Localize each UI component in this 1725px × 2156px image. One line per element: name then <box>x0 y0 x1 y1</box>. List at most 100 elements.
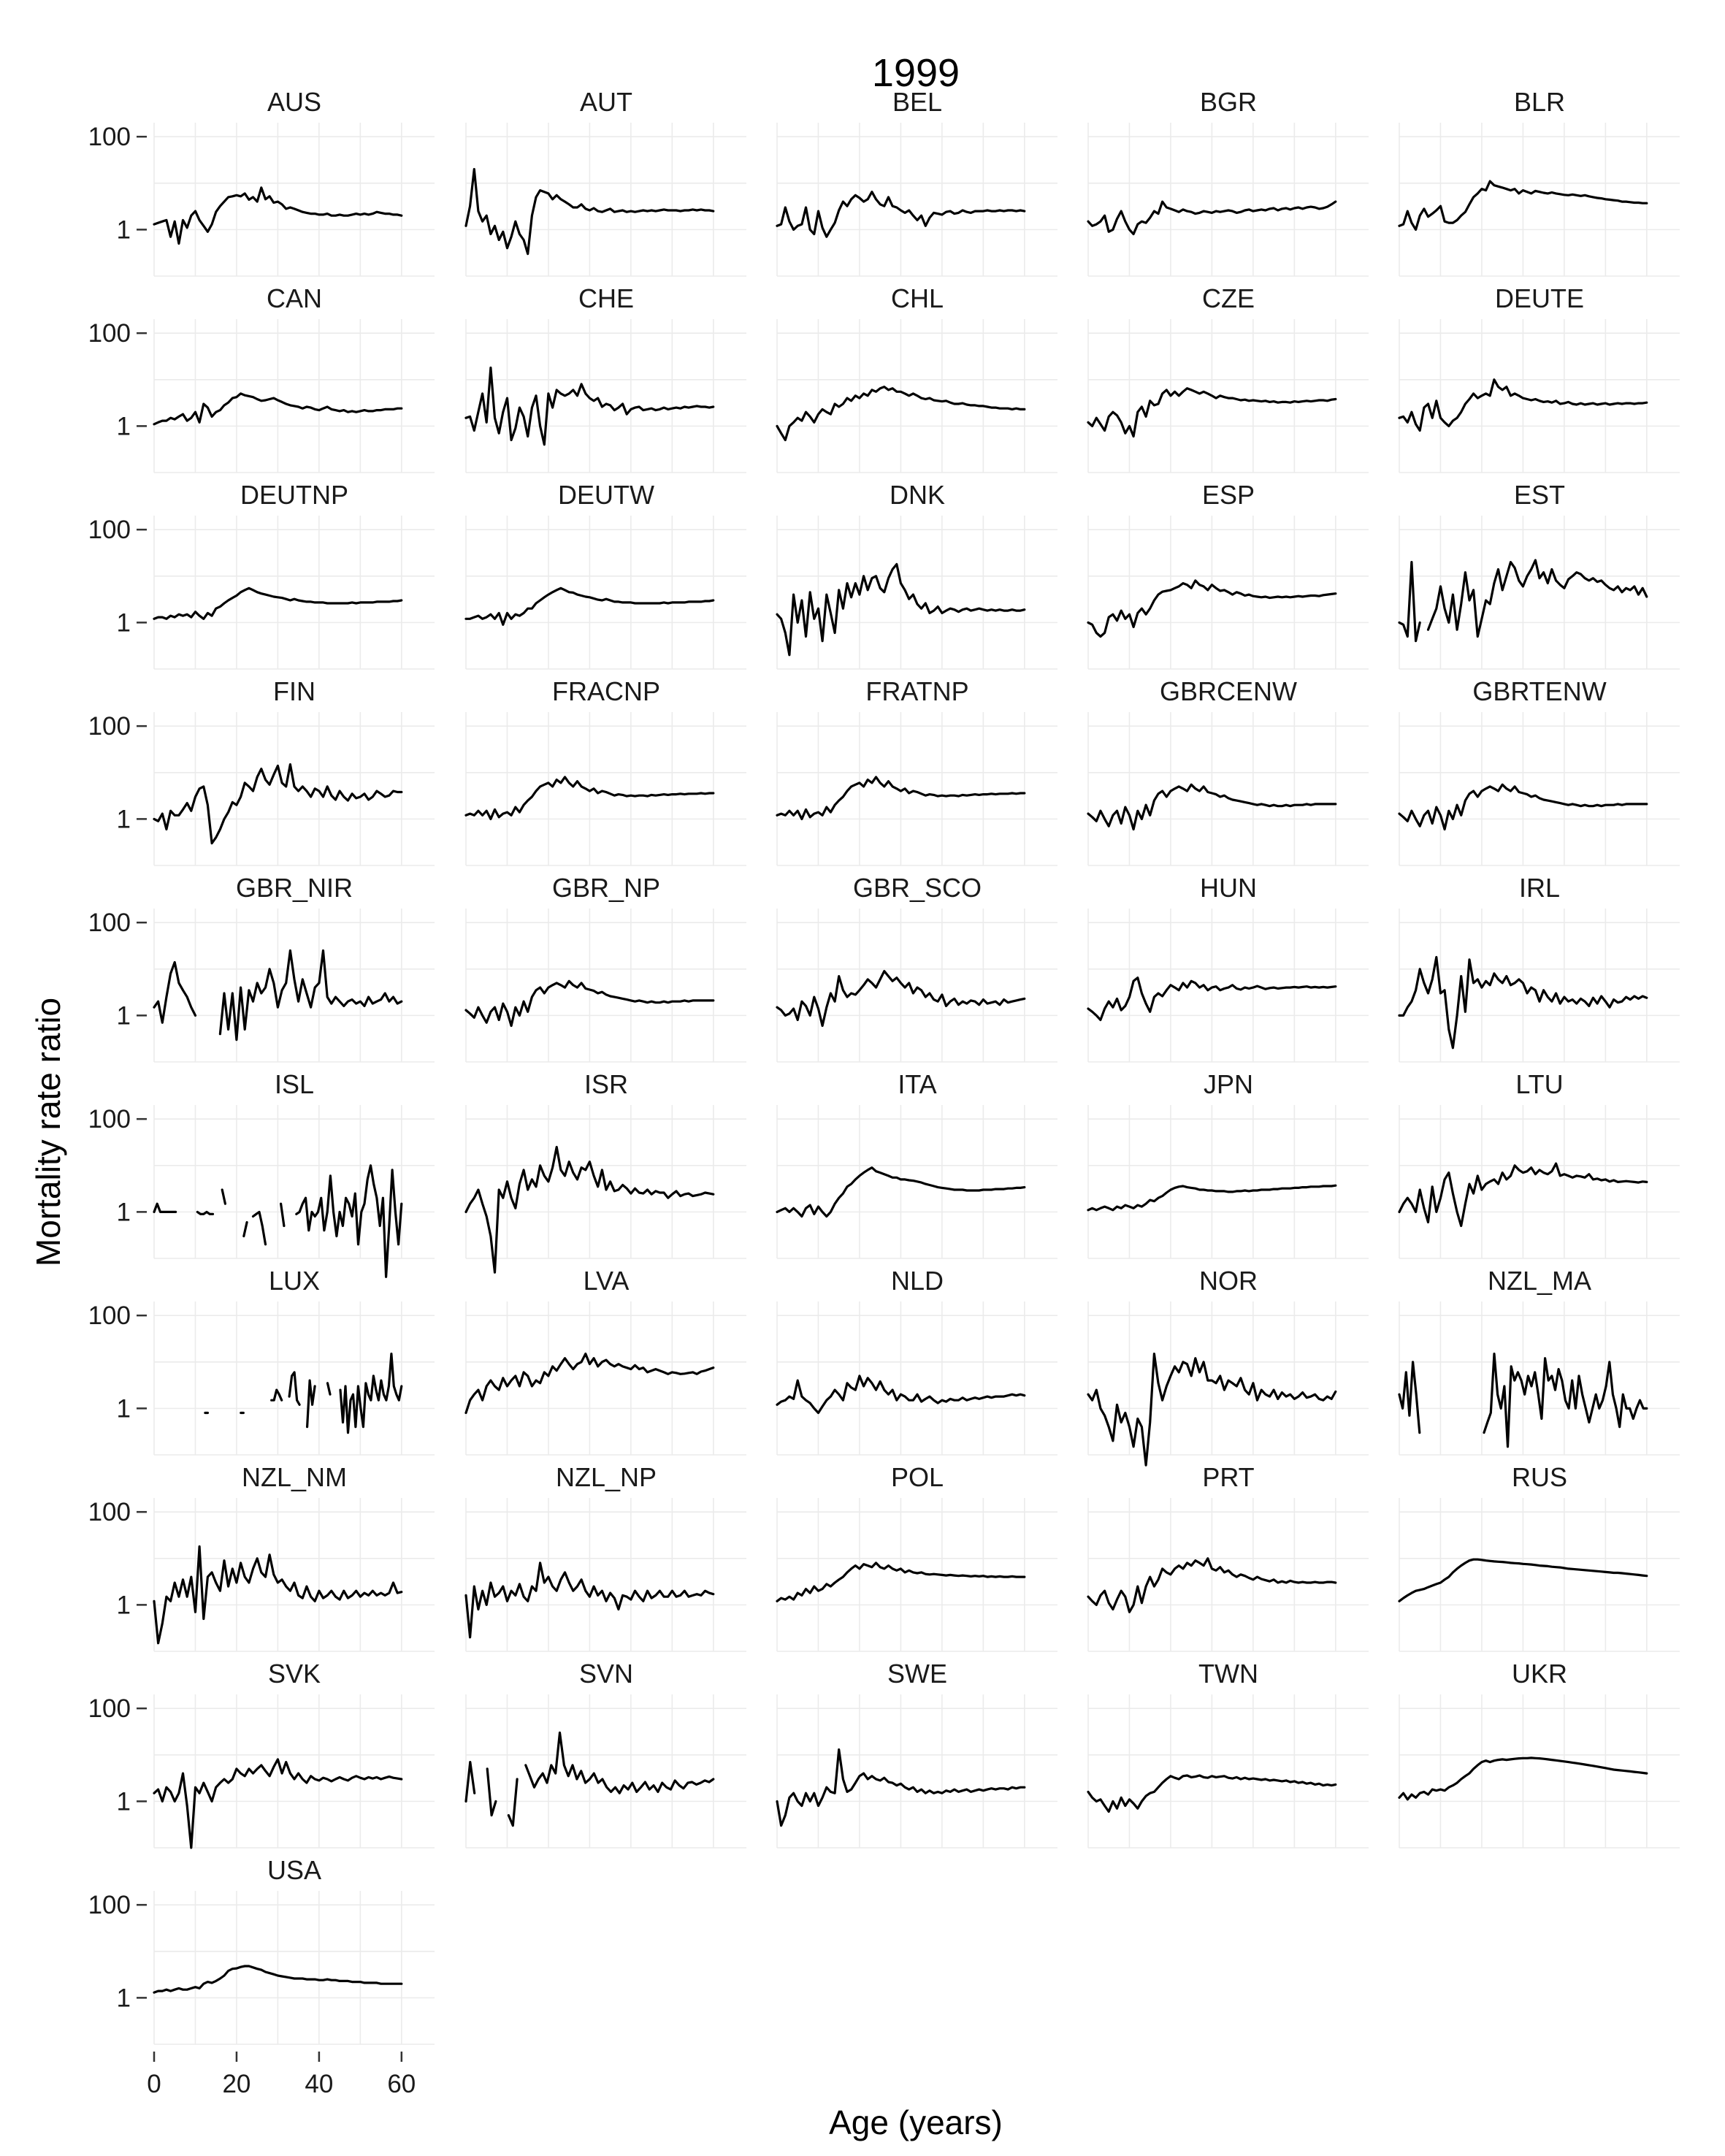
facet-panel-nld: NLD <box>776 1266 1057 1456</box>
panel-title: HUN <box>1200 873 1257 903</box>
series-line-lva <box>464 1353 715 1415</box>
series-line-isl <box>153 1164 403 1278</box>
facet-panel-cze: CZE <box>1087 283 1369 473</box>
y-tick-label: 1 <box>117 1394 131 1423</box>
y-tick-label: 100 <box>88 1694 131 1723</box>
y-tick-label: 100 <box>88 1891 131 1919</box>
series-line-deutw <box>464 586 715 626</box>
facet-panel-svk: SVK 1 100 <box>88 1659 435 1849</box>
y-tick-label: 100 <box>88 712 131 741</box>
facet-panel-deutnp: DEUTNP 1 100 <box>88 480 435 670</box>
facet-panel-fracnp: FRACNP <box>464 676 746 866</box>
facet-panel-blr: BLR <box>1398 87 1680 277</box>
panel-title: CAN <box>267 283 322 313</box>
y-tick-label: 1 <box>117 215 131 244</box>
facet-panel-pol: POL <box>776 1462 1057 1652</box>
panel-title: ISL <box>275 1069 314 1099</box>
panel-title: LVA <box>584 1266 630 1296</box>
panel-title: GBRTENW <box>1472 676 1606 706</box>
panel-title: NLD <box>891 1266 944 1296</box>
series-line-fin <box>153 763 403 845</box>
panel-title: USA <box>267 1855 321 1885</box>
facet-panel-lva: LVA <box>464 1266 746 1456</box>
panel-title: CHE <box>578 283 634 313</box>
panel-title: FRATNP <box>865 676 968 706</box>
y-tick-label: 1 <box>117 1984 131 2012</box>
panel-title: JPN <box>1204 1069 1253 1099</box>
series-line-esp <box>1087 579 1337 638</box>
facet-panel-ukr: UKR <box>1398 1659 1680 1849</box>
facet-panel-aut: AUT <box>464 87 746 277</box>
facet-panel-nzl_np: NZL_NP <box>464 1462 746 1652</box>
panel-title: BEL <box>892 87 942 117</box>
series-line-hun <box>1087 976 1337 1022</box>
series-line-irl <box>1398 955 1648 1050</box>
panel-title: GBR_NIR <box>236 873 353 903</box>
series-line-ita <box>776 1166 1026 1218</box>
series-line-aus <box>153 186 403 245</box>
panel-title: SVK <box>268 1659 321 1689</box>
panel-title: RUS <box>1512 1462 1567 1492</box>
y-tick-label: 1 <box>117 1787 131 1816</box>
panel-title: DEUTE <box>1495 283 1584 313</box>
facet-panel-isl: ISL 1 100 <box>88 1069 435 1278</box>
series-line-lux <box>204 1353 403 1434</box>
panel-title: NZL_NM <box>242 1462 347 1492</box>
panel-title: IRL <box>1519 873 1560 903</box>
facet-panel-dnk: DNK <box>776 480 1057 670</box>
y-tick-label: 1 <box>117 1591 131 1619</box>
y-tick-label: 100 <box>88 1301 131 1330</box>
facet-panel-bgr: BGR <box>1087 87 1369 277</box>
facet-panel-hun: HUN <box>1087 873 1369 1063</box>
panel-title: AUS <box>267 87 321 117</box>
facet-panel-isr: ISR <box>464 1069 746 1274</box>
facet-panel-gbr_sco: GBR_SCO <box>776 873 1057 1063</box>
panel-title: FIN <box>273 676 315 706</box>
y-tick-label: 100 <box>88 1498 131 1526</box>
panel-title: NOR <box>1199 1266 1258 1296</box>
facet-panel-irl: IRL <box>1398 873 1680 1063</box>
facet-panel-nzl_nm: NZL_NM 1 100 <box>88 1462 435 1652</box>
x-tick-label: 0 <box>147 2070 161 2098</box>
x-tick-label: 20 <box>222 2070 250 2098</box>
series-line-che <box>464 366 715 446</box>
facet-panel-ita: ITA <box>776 1069 1057 1259</box>
x-tick-label: 40 <box>305 2070 333 2098</box>
y-axis-title: Mortality rate ratio <box>29 998 67 1266</box>
series-line-est <box>1398 559 1648 643</box>
series-line-gbr_sco <box>776 970 1026 1028</box>
facet-panel-deutw: DEUTW <box>464 480 746 670</box>
facet-panel-jpn: JPN <box>1087 1069 1369 1259</box>
y-tick-label: 100 <box>88 1105 131 1134</box>
series-line-nzl_ma <box>1398 1353 1648 1448</box>
panel-title: EST <box>1514 480 1565 510</box>
panel-title: GBR_NP <box>552 873 660 903</box>
facet-panel-chl: CHL <box>776 283 1057 473</box>
panel-title: ISR <box>584 1069 628 1099</box>
series-line-rus <box>1398 1558 1648 1602</box>
series-line-fracnp <box>464 776 715 820</box>
facet-panel-bel: BEL <box>776 87 1057 277</box>
series-line-isr <box>464 1145 715 1274</box>
y-tick-label: 100 <box>88 319 131 348</box>
y-tick-label: 1 <box>117 608 131 637</box>
panel-title: NZL_MA <box>1488 1266 1591 1296</box>
y-tick-label: 1 <box>117 805 131 833</box>
panel-title: FRACNP <box>552 676 660 706</box>
facet-panel-usa: USA 1 100 0 20 40 60 <box>88 1855 435 2098</box>
panel-title: SWE <box>887 1659 947 1689</box>
panel-title: SVN <box>579 1659 633 1689</box>
y-tick-label: 100 <box>88 516 131 544</box>
series-line-nor <box>1087 1353 1337 1467</box>
series-line-ltu <box>1398 1162 1648 1228</box>
panel-title: LTU <box>1515 1069 1563 1099</box>
series-line-gbr_np <box>464 979 715 1028</box>
series-line-deute <box>1398 378 1648 432</box>
panel-title: ESP <box>1202 480 1255 510</box>
panel-title: TWN <box>1198 1659 1258 1689</box>
chart-title: 1999 <box>872 51 960 95</box>
panel-title: BLR <box>1514 87 1565 117</box>
facet-panels: AUS 1 100 AUT BEL BGR BLR CAN 1 100 CHE CHL CZE DEUTE… <box>88 87 1680 2098</box>
